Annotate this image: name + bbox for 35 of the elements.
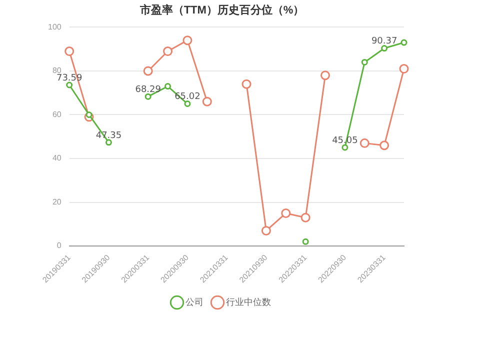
point	[380, 140, 390, 150]
point	[143, 66, 153, 76]
point	[261, 226, 271, 236]
point	[66, 82, 73, 88]
chart-title: 市盈率（TTM）历史百分位（%）	[138, 4, 304, 17]
point	[184, 100, 191, 107]
point	[202, 96, 212, 106]
point	[361, 58, 368, 66]
point	[164, 83, 172, 90]
point	[342, 144, 348, 151]
point	[86, 111, 92, 118]
y-tick-label: 60	[52, 110, 62, 119]
data-label: 90.37	[371, 36, 398, 47]
point	[182, 36, 192, 46]
point	[399, 64, 409, 74]
data-label: 68.29	[135, 84, 162, 95]
point	[381, 45, 388, 52]
y-tick-label: 0	[56, 241, 62, 250]
point	[281, 208, 291, 218]
y-tick-label: 80	[52, 66, 62, 76]
point	[400, 39, 408, 46]
point	[360, 138, 370, 148]
point	[144, 93, 152, 100]
y-tick-label: 20	[52, 197, 62, 206]
legend-label: 公司	[186, 296, 204, 307]
point	[105, 139, 112, 146]
point	[242, 79, 252, 89]
legend-label: 行业中位数	[226, 296, 271, 307]
point	[302, 238, 309, 245]
point	[300, 212, 310, 222]
point	[163, 46, 173, 56]
y-tick-label: 40	[52, 154, 62, 163]
point	[64, 46, 74, 56]
point	[320, 70, 330, 80]
y-tick-label: 100	[48, 22, 62, 32]
